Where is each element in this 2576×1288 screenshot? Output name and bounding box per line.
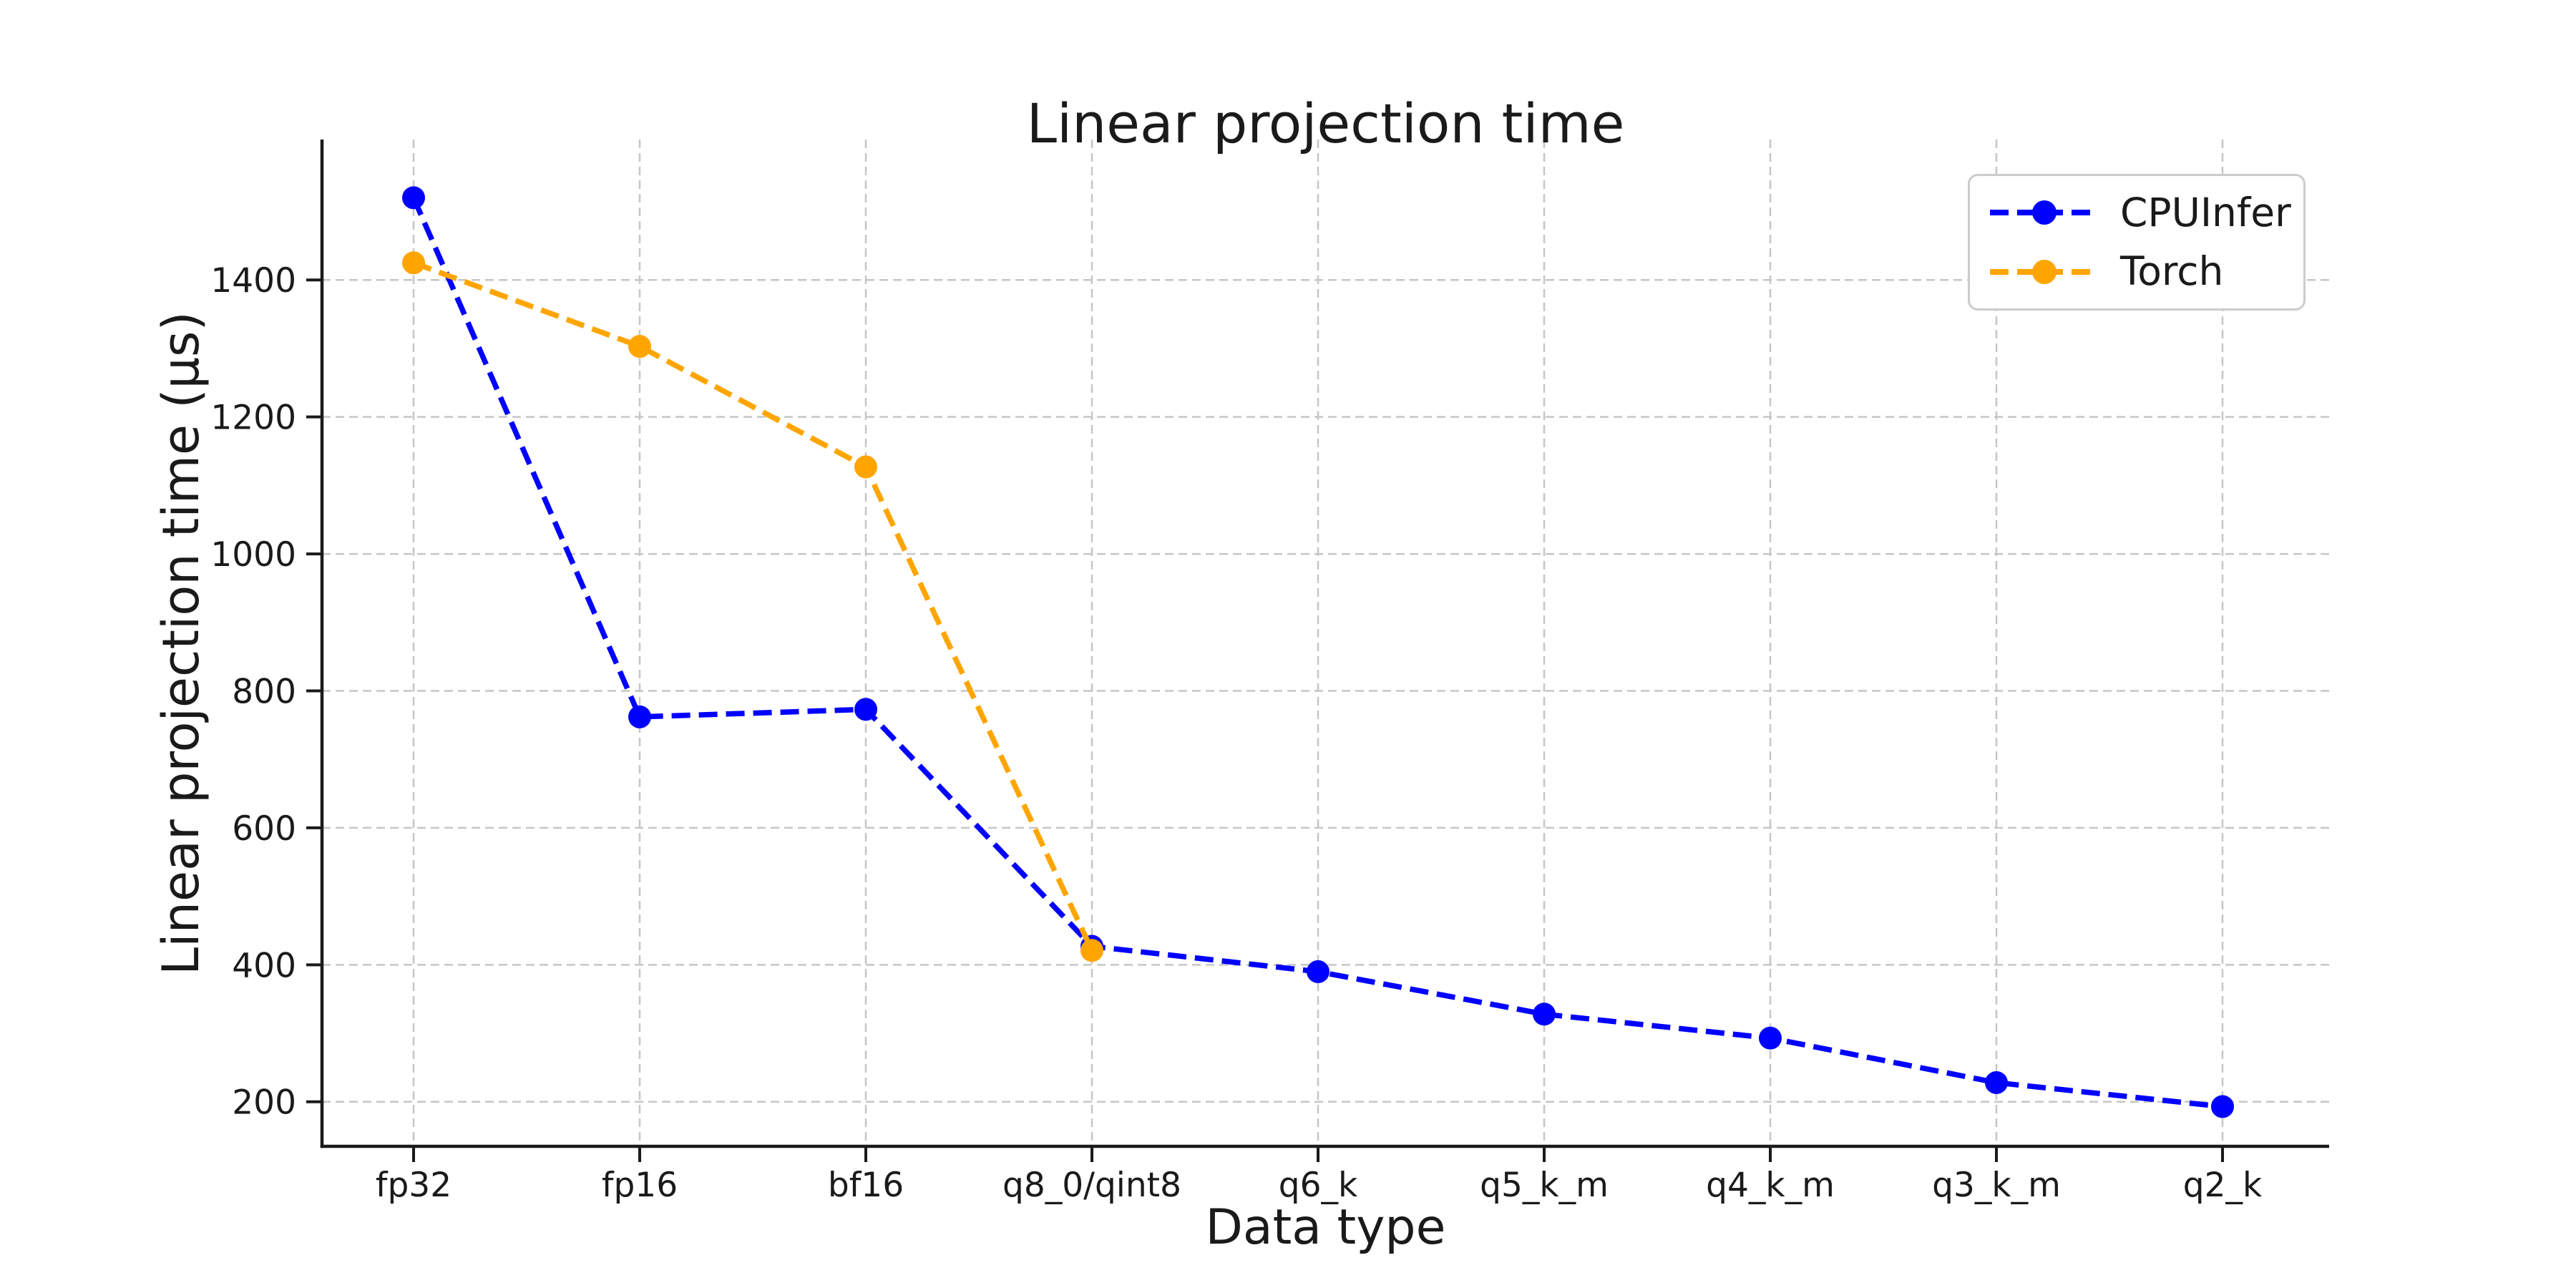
x-tick-label: fp32 xyxy=(376,1166,452,1205)
y-tick-label: 1400 xyxy=(210,261,296,301)
series-marker-torch xyxy=(628,335,651,358)
series-marker-torch xyxy=(1080,939,1103,962)
series-line-torch xyxy=(412,260,1095,952)
y-tick-label: 400 xyxy=(232,946,296,985)
legend-entry-torch: Torch xyxy=(1987,252,2285,291)
legend-line-sample-cpuinfer xyxy=(1990,200,2099,225)
x-tick-label: q5_k_m xyxy=(1480,1166,1609,1205)
series-marker-cpuinfer xyxy=(628,705,651,728)
series-marker-cpuinfer xyxy=(402,186,425,210)
legend-label-cpuinfer: CPUInfer xyxy=(2120,189,2291,235)
series-marker-cpuinfer xyxy=(1759,1026,1782,1050)
x-tick-label: q4_k_m xyxy=(1706,1166,1835,1205)
x-tick-label: bf16 xyxy=(828,1166,904,1205)
x-tick-label: q2_k xyxy=(2183,1166,2263,1205)
x-tick-label: q3_k_m xyxy=(1932,1166,2061,1205)
y-tick-label: 800 xyxy=(232,672,296,711)
legend-label-torch: Torch xyxy=(2120,248,2224,295)
y-tick-label: 600 xyxy=(232,809,296,849)
x-tick-label: fp16 xyxy=(602,1166,678,1205)
series-marker-torch xyxy=(402,251,425,275)
series-marker-cpuinfer xyxy=(1307,960,1330,983)
x-axis-title: Data type xyxy=(1205,1199,1446,1256)
y-axis-title: Linear projection time (µs) xyxy=(152,311,210,975)
y-tick-label: 1200 xyxy=(210,399,296,438)
series-marker-cpuinfer xyxy=(854,698,877,721)
x-tick-label: q6_k xyxy=(1279,1166,1358,1205)
legend: CPUInfer Torch xyxy=(1968,174,2306,311)
y-tick-label: 1000 xyxy=(210,535,296,575)
chart-title: Linear projection time xyxy=(1026,92,1625,155)
series-marker-cpuinfer xyxy=(1533,1002,1556,1026)
legend-entry-cpuinfer: CPUInfer xyxy=(1987,192,2291,233)
series-marker-cpuinfer xyxy=(1985,1070,2008,1094)
series-marker-cpuinfer xyxy=(2211,1095,2234,1118)
y-tick-label: 200 xyxy=(232,1083,296,1123)
x-tick-label: q8_0/qint8 xyxy=(1002,1166,1181,1205)
series-marker-torch xyxy=(854,455,877,479)
legend-line-sample-torch xyxy=(1990,259,2099,284)
